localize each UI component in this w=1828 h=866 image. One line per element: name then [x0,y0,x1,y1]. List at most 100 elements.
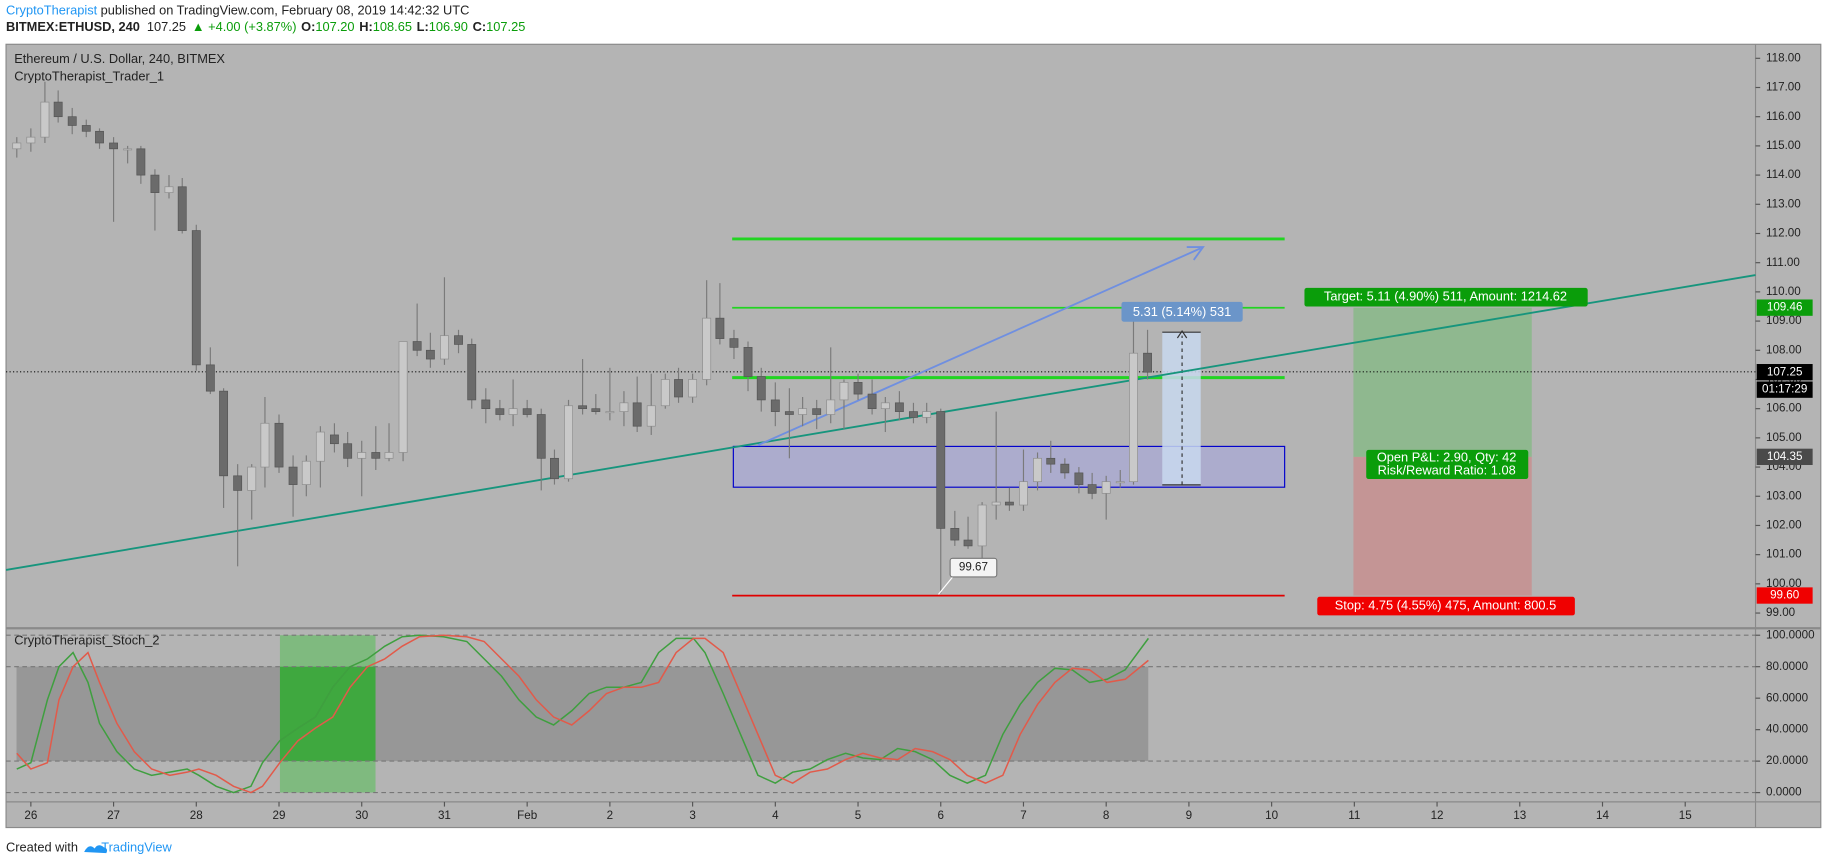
ohlc-value: 107.20 [315,19,354,34]
stop-zone [1353,456,1532,596]
target-zone [1353,307,1532,457]
price-label-box [1756,587,1813,604]
legend-strategy: CryptoTherapist_Trader_1 [14,68,164,83]
low-label-box [949,557,998,578]
candle-body [1004,501,1014,506]
candle-body [798,408,808,415]
ohlc-key: H: [359,19,373,34]
x-tick-label: 28 [190,809,203,822]
candle-body [481,399,491,410]
candle-body [357,452,367,459]
x-tick-label: 27 [107,809,120,822]
candle-body [1019,481,1028,506]
stop-label-box [1317,596,1575,616]
candle-body [1115,481,1125,484]
stop-label: Stop: 4.75 (4.55%) 475, Amount: 800.5 [1335,597,1557,612]
candle-body [963,539,973,547]
footer: Created with TradingView [6,840,173,855]
rr-label: Risk/Reward Ratio: 1.08 [1378,462,1516,477]
y-tick-label: 108.00 [1766,343,1802,356]
candle-body [260,422,270,468]
stoch-line [16,634,1149,794]
ohlc-key: O: [301,19,315,34]
candle-body [756,376,766,401]
x-tick-label: 5 [855,809,861,822]
y-tick-label: 100.0000 [1766,628,1815,641]
trend-line [5,274,1756,571]
candle-body [619,402,629,412]
x-tick-label: 31 [438,809,451,822]
change: ▲ +4.00 (+3.87%) [192,19,297,34]
candle-body [26,136,36,144]
candle-body [467,344,477,401]
candle-body [177,186,187,231]
candle-body [398,341,408,453]
candle-body [950,528,960,541]
stoch-line [16,634,1150,794]
candle-body [880,402,890,410]
candle-body [205,364,215,392]
ohlc-key: L: [417,19,429,34]
candle-body [839,382,849,401]
candle-body [371,452,381,459]
candle-body [702,317,712,380]
candle-body [605,411,615,414]
x-tick-label: 2 [607,809,613,822]
candle-body [660,379,670,407]
candle-body [522,408,532,415]
candle-body [1129,352,1138,483]
price-label-box [1756,448,1813,466]
candle-body [425,349,435,360]
y-tick-label: 110.00 [1766,285,1801,298]
brand[interactable]: TradingView [101,840,172,855]
x-tick-label: 3 [689,809,695,822]
author[interactable]: CryptoTherapist [6,3,98,18]
candle-body [150,174,160,193]
x-tick-label: 9 [1186,809,1192,822]
candle-body [578,405,588,410]
candle-body [495,408,505,415]
header-line-2: BITMEX:ETHUSD, 240 107.25 ▲ +4.00 (+3.87%)… [6,19,525,34]
candle-body [40,101,50,138]
low-pointer [938,575,955,595]
candle-body [81,125,91,132]
created: Created with [6,840,78,855]
candle-body [384,452,394,459]
x-tick-label: 15 [1679,809,1692,822]
candle-body [164,186,174,193]
x-tick-label: 29 [273,809,286,822]
x-tick-label: 6 [938,809,944,822]
candle-body [274,422,284,468]
price-label: 107.25 [1767,365,1803,378]
y-tick-label: 105.00 [1766,431,1802,444]
ohlc-value: 107.25 [486,19,525,34]
y-tick-label: 100.00 [1766,577,1802,590]
countdown-box [1756,381,1813,398]
candle-body [136,148,146,176]
range-box [732,445,1286,488]
x-tick-label: 8 [1103,809,1109,822]
candle-body [95,130,104,144]
candle-body [632,402,642,427]
candle-body [1143,352,1152,373]
candle-body [812,408,822,415]
ohlc-value: 106.90 [429,19,468,34]
y-tick-label: 102.00 [1766,519,1802,532]
x-tick-label: Feb [517,809,537,822]
y-tick-label: 111.00 [1766,256,1800,269]
symbol: BITMEX:ETHUSD, 240 [6,19,140,34]
candle-body [715,317,725,339]
candle-body [53,101,63,118]
measure-label: 5.31 (5.14%) 531 [1133,304,1231,319]
candle-body [1087,484,1097,494]
candle-body [1060,463,1070,474]
y-tick-label: 117.00 [1766,81,1801,94]
candle-body [343,443,353,459]
y-tick-label: 40.0000 [1766,723,1809,736]
candle-body [936,411,946,529]
candle-body [784,411,794,415]
x-tick-label: 13 [1513,809,1526,822]
candle-body [191,230,201,366]
countdown: 01:17:29 [1762,383,1807,396]
candle-body [894,402,904,412]
